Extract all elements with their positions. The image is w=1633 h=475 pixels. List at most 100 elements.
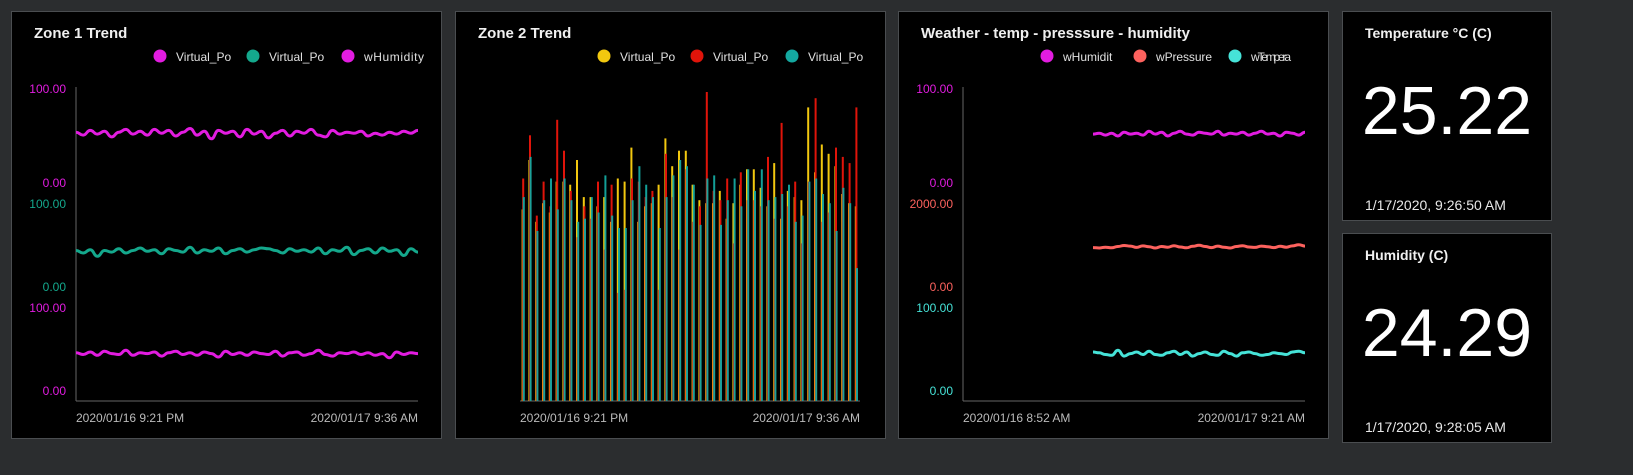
series-line (1092, 348, 1306, 358)
zone2-trend-panel: Zone 2 Trend Virtual_Po Virtual_Po Virtual… (455, 11, 886, 439)
bar (747, 169, 750, 402)
bar (645, 184, 648, 401)
bar (767, 200, 770, 401)
y-tick-label: 0.00 (930, 384, 954, 398)
temperature-card: Temperature °C (C) 25.22 1/17/2020, 9:26… (1342, 11, 1552, 221)
y-tick-label: 100.00 (29, 301, 66, 315)
weather-trend-panel: Weather - temp - presssure - humidity wH… (898, 11, 1329, 439)
bar (781, 194, 784, 401)
legend-label: wTempera (1250, 50, 1291, 64)
bar (808, 181, 811, 401)
card-value: 25.22 (1361, 73, 1533, 149)
y-tick-label: 0.00 (43, 384, 67, 398)
legend-marker (1133, 49, 1147, 63)
series-line (75, 348, 419, 360)
bar (618, 228, 620, 401)
legend-label: wPressure (1155, 50, 1212, 64)
bar (522, 197, 525, 401)
x-tick-label: 2020/01/16 8:52 AM (963, 411, 1070, 425)
bar (672, 175, 675, 401)
legend-label: wHumidity (363, 50, 424, 64)
bar (699, 224, 702, 401)
bar (788, 184, 790, 401)
humidity-card: Humidity (C) 24.29 1/17/2020, 9:28:05 AM (1342, 233, 1552, 443)
legend-marker (690, 49, 704, 63)
bar (740, 206, 743, 401)
series-line (75, 127, 419, 141)
bar (616, 178, 619, 401)
bar (536, 231, 539, 401)
bar (631, 200, 634, 401)
y-tick-label: 100.00 (29, 197, 66, 211)
legend-marker (153, 49, 167, 63)
series-line (1092, 129, 1306, 138)
bar (624, 228, 627, 401)
x-tick-label: 2020/01/16 9:21 PM (520, 411, 628, 425)
bar (822, 194, 824, 401)
y-tick-label: 0.00 (43, 176, 67, 190)
bar (584, 218, 586, 401)
bar (556, 209, 559, 401)
legend-marker (785, 49, 799, 63)
bar (597, 212, 600, 401)
zone2-trend-chart: Virtual_Po Virtual_Po Virtual_Po 2020/01/16… (520, 49, 863, 425)
legend-label: wHumidit (1062, 50, 1113, 64)
weather-trend-chart: wHumidit wPressure wTempera 100.00 0.00 2000.… (910, 49, 1306, 425)
legend-marker (1040, 49, 1054, 63)
bar (713, 175, 716, 401)
card-timestamp: 1/17/2020, 9:26:50 AM (1365, 197, 1506, 213)
zone1-trend-panel: Zone 1 Trend Virtual_Po Virtual_Po wHumidi… (11, 11, 442, 439)
bar (543, 200, 546, 401)
bar (733, 178, 736, 401)
bar (679, 160, 682, 401)
bar (604, 175, 607, 401)
bar (590, 197, 593, 401)
bar (828, 203, 831, 401)
bar (726, 200, 729, 401)
legend-label: Virtual_Po (808, 50, 863, 64)
x-tick-label: 2020/01/16 9:21 PM (76, 411, 184, 425)
bar (577, 221, 580, 401)
y-tick-label: 2000.00 (910, 197, 954, 211)
card-title: Temperature °C (C) (1365, 25, 1492, 41)
bar (849, 203, 852, 401)
bar (815, 178, 818, 401)
y-tick-label: 0.00 (43, 280, 67, 294)
legend-marker (1228, 49, 1242, 63)
series-line (1092, 243, 1306, 250)
panel-title: Weather - temp - presssure - humidity (921, 25, 1190, 42)
panel-title: Zone 1 Trend (34, 25, 128, 42)
bar (658, 228, 661, 401)
y-tick-label: 100.00 (916, 301, 953, 315)
legend-label: Virtual_Po (620, 50, 675, 64)
x-tick-label: 2020/01/17 9:36 AM (311, 411, 418, 425)
bar (529, 156, 532, 401)
bar (835, 231, 838, 401)
legend-label: Virtual_Po (269, 50, 324, 64)
y-tick-label: 0.00 (930, 280, 954, 294)
card-title: Humidity (C) (1365, 247, 1449, 263)
bar (774, 197, 777, 401)
bar (801, 215, 804, 401)
legend-label: Virtual_Po (176, 50, 231, 64)
y-tick-label: 100.00 (916, 82, 953, 96)
bar (550, 178, 552, 401)
bar (692, 184, 695, 401)
card-timestamp: 1/17/2020, 9:28:05 AM (1365, 419, 1506, 435)
bar (720, 224, 722, 401)
bar (706, 178, 709, 401)
bar (638, 166, 641, 401)
legend-label: Virtual_Po (713, 50, 768, 64)
x-tick-label: 2020/01/17 9:21 AM (1198, 411, 1305, 425)
bar (686, 166, 688, 401)
bar (563, 178, 566, 401)
y-tick-label: 100.00 (29, 82, 66, 96)
zone1-trend-chart: Virtual_Po Virtual_Po wHumidity 100.00 0.00 1… (29, 49, 424, 425)
panel-title: Zone 2 Trend (478, 25, 572, 42)
bar (665, 197, 668, 401)
bar (570, 200, 573, 401)
bar (842, 187, 845, 401)
bar (760, 169, 763, 402)
bar (856, 268, 858, 401)
y-tick-label: 0.00 (930, 176, 954, 190)
